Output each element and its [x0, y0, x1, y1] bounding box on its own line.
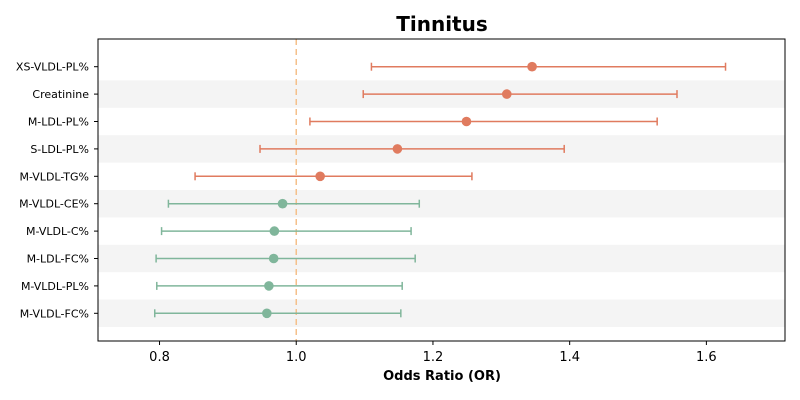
odds-ratio-point: [269, 226, 280, 236]
plot-rows: [153, 61, 727, 319]
odds-ratio-point: [527, 61, 537, 72]
x-axis-label: Odds Ratio (OR): [383, 369, 501, 384]
odds-ratio-point: [277, 198, 288, 209]
y-tick-label: M-VLDL-TG%: [19, 170, 89, 183]
chart-title: Tinnitus: [396, 12, 488, 36]
y-tick-label: M-VLDL-PL%: [21, 280, 89, 293]
y-tick-label: S-LDL-PL%: [30, 143, 89, 156]
odds-ratio-point: [501, 89, 512, 99]
y-tick-label: M-LDL-FC%: [27, 253, 89, 266]
y-tick-label: M-VLDL-C%: [26, 225, 89, 238]
x-tick-label: 1.2: [423, 350, 444, 365]
y-tick-label: XS-VLDL-PL%: [16, 61, 89, 74]
y-tick-label: M-VLDL-CE%: [19, 198, 89, 211]
x-tick-label: 1.4: [559, 350, 580, 365]
odds-ratio-point: [262, 308, 272, 319]
y-tick-label: Creatinine: [32, 88, 89, 101]
x-axis-ticks: 0.8 1.0 1.2 1.4 1.6: [149, 341, 717, 365]
odds-ratio-point: [461, 116, 472, 127]
y-tick-label: M-VLDL-FC%: [20, 307, 89, 320]
odds-ratio-point: [315, 171, 325, 182]
y-tick-label: M-LDL-PL%: [28, 116, 89, 129]
odds-ratio-point: [264, 281, 274, 291]
x-tick-label: 1.0: [286, 350, 307, 365]
y-axis-labels: XS-VLDL-PL% Creatinine M-LDL-PL% S-LDL-PL% M…: [16, 61, 98, 320]
x-tick-label: 1.6: [696, 350, 717, 365]
odds-ratio-point: [392, 144, 403, 154]
odds-ratio-point: [268, 253, 279, 264]
x-tick-label: 0.8: [149, 350, 170, 365]
plot-frame: [97, 38, 786, 342]
